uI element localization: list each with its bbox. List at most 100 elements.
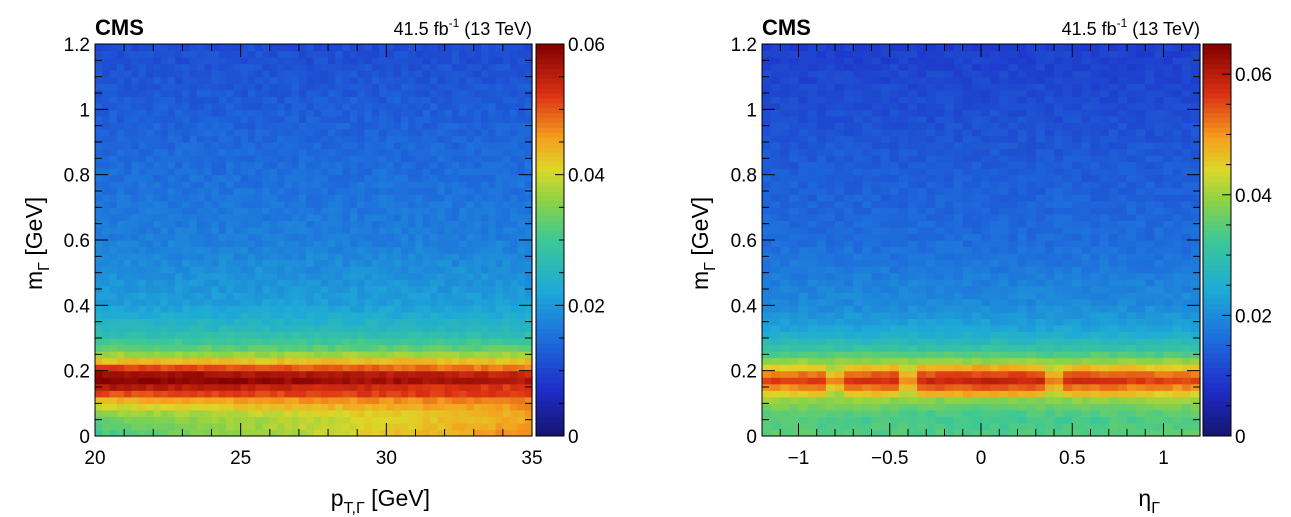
heatmap-cell [211, 285, 220, 293]
heatmap-cell [386, 370, 395, 378]
heatmap-cell [898, 409, 909, 417]
heatmap-cell [284, 279, 293, 287]
heatmap-cell [898, 357, 909, 365]
heatmap-cell [908, 76, 918, 84]
heatmap-cell [844, 50, 854, 58]
heatmap-cell [255, 109, 264, 117]
heatmap-cell [926, 148, 936, 156]
heatmap-cell [160, 220, 169, 228]
heatmap-cell [908, 174, 918, 182]
heatmap-cell [517, 370, 526, 378]
heatmap-cell [189, 174, 198, 182]
heatmap-cell [771, 155, 781, 163]
heatmap-cell [306, 292, 315, 300]
heatmap-cell [835, 155, 845, 163]
heatmap-cell [459, 226, 468, 235]
heatmap-cell [473, 109, 482, 117]
heatmap-cell [466, 396, 475, 404]
heatmap-cell [124, 155, 133, 163]
heatmap-cell [240, 174, 249, 182]
heatmap-cell [335, 168, 344, 176]
heatmap-cell [306, 109, 315, 117]
heatmap-cell [898, 200, 909, 208]
heatmap-cell [844, 422, 854, 431]
heatmap-cell [862, 57, 873, 65]
heatmap-cell [524, 96, 533, 104]
heatmap-cell [379, 115, 387, 123]
heatmap-cell [862, 338, 873, 346]
heatmap-cell [277, 187, 285, 195]
heatmap-cell [247, 83, 256, 91]
heatmap-cell [167, 115, 176, 123]
heatmap-cell [145, 253, 154, 261]
heatmap-cell [889, 311, 900, 319]
heatmap-cell [437, 266, 446, 274]
heatmap-cell [415, 409, 424, 417]
heatmap-cell [357, 390, 366, 398]
heatmap-cell [880, 409, 891, 417]
heatmap-cell [524, 429, 533, 437]
heatmap-cell [371, 246, 380, 254]
heatmap-cell [488, 272, 497, 280]
heatmap-cell [422, 344, 431, 352]
heatmap-cell [233, 226, 242, 235]
heatmap-cell [408, 102, 417, 110]
heatmap-cell [138, 213, 147, 221]
heatmap-cell [408, 128, 417, 137]
heatmap-cell [917, 351, 927, 359]
heatmap-cell [835, 226, 845, 235]
heatmap-cell [320, 44, 329, 52]
heatmap-cell [488, 285, 497, 293]
heatmap-cell [400, 429, 409, 437]
heatmap-cell [502, 305, 511, 313]
heatmap-cell [240, 396, 249, 404]
heatmap-cell [116, 364, 125, 372]
heatmap-cell [306, 305, 315, 313]
heatmap-cell [226, 89, 234, 97]
heatmap-cell [116, 233, 125, 241]
heatmap-cell [517, 377, 526, 385]
heatmap-cell [291, 409, 300, 417]
heatmap-cell [835, 89, 845, 97]
heatmap-cell [313, 305, 322, 313]
heatmap-cell [400, 357, 409, 365]
heatmap-cell [502, 76, 511, 84]
heatmap-cell [284, 213, 293, 221]
heatmap-cell [204, 370, 213, 378]
heatmap-cell [524, 174, 533, 182]
heatmap-cell [189, 416, 198, 424]
heatmap-cell [408, 226, 417, 235]
heatmap-cell [138, 416, 147, 424]
heatmap-cell [451, 226, 460, 235]
heatmap-cell [862, 122, 873, 130]
heatmap-cell [422, 70, 431, 78]
heatmap-cell [313, 194, 322, 202]
heatmap-cell [386, 292, 395, 300]
heatmap-cell [502, 429, 511, 437]
heatmap-cell [131, 57, 140, 65]
heatmap-cell [473, 89, 482, 97]
heatmap-cell [386, 298, 395, 306]
heatmap-cell [853, 148, 863, 156]
heatmap-cell [211, 370, 220, 378]
heatmap-cell [160, 370, 169, 378]
heatmap-cell [935, 272, 946, 280]
heatmap-cell [430, 344, 438, 352]
heatmap-cell [444, 253, 453, 261]
heatmap-cell [218, 115, 227, 123]
heatmap-cell [145, 292, 154, 300]
heatmap-cell [488, 409, 497, 417]
heatmap-cell [277, 57, 285, 65]
heatmap-cell [175, 63, 183, 71]
heatmap-cell [116, 57, 125, 65]
heatmap-cell [862, 311, 873, 319]
heatmap-cell [211, 44, 220, 52]
heatmap-cell [481, 344, 489, 352]
heatmap-cell [415, 50, 424, 58]
heatmap-cell [145, 357, 154, 365]
heatmap-cell [415, 102, 424, 110]
heatmap-cell [247, 96, 256, 104]
heatmap-cell [262, 44, 271, 52]
heatmap-cell [226, 148, 234, 156]
heatmap-cell [306, 396, 315, 404]
